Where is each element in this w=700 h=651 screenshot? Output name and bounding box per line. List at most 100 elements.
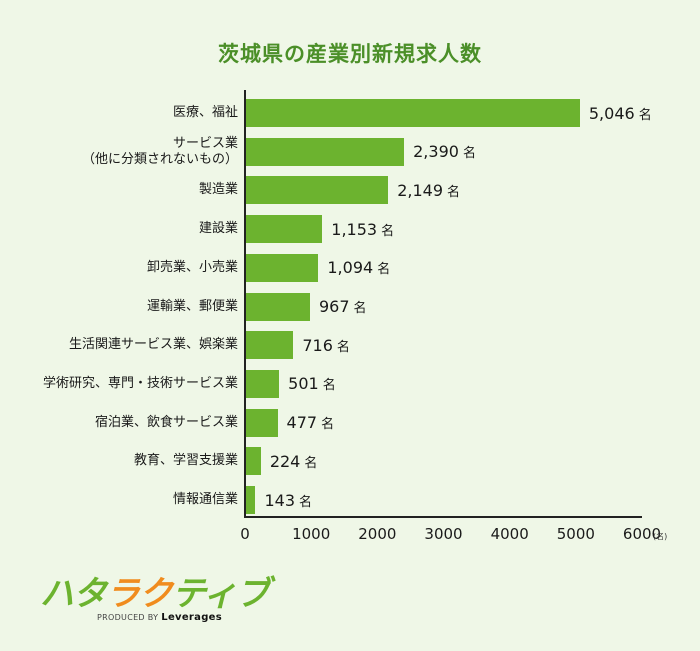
x-tick-label: 1000 (292, 525, 331, 543)
logo-char: ハ (40, 574, 74, 614)
value-label: 1,153 名 (331, 215, 394, 243)
category-label: 宿泊業、飲食サービス業 (95, 409, 238, 437)
bar (246, 176, 389, 205)
category-label: 医療、福祉 (173, 99, 238, 127)
category-label-line1: 建設業 (198, 221, 238, 237)
value-number: 2,390 (413, 142, 459, 162)
value-unit: 名 (321, 417, 335, 433)
value-number: 967 (318, 297, 350, 316)
bar (246, 486, 256, 514)
value-number: 5,046 (588, 103, 635, 123)
category-label: 教育、学習支援業 (134, 447, 238, 475)
value-unit: 名 (336, 339, 350, 355)
bar (246, 215, 323, 244)
logo-char: タ (73, 574, 107, 614)
category-label-line1: 卸売業、小売業 (146, 259, 238, 275)
category-label-line1: 医療、福祉 (172, 105, 238, 120)
produced-by-text: PRODUCED BY Leverages (97, 612, 222, 623)
bar (246, 369, 280, 398)
value-number: 477 (286, 413, 318, 433)
bar (246, 408, 278, 437)
logo-char: ラ (106, 574, 140, 614)
value-number: 501 (288, 374, 319, 394)
value-unit: 名 (638, 107, 652, 123)
bar-row: 情報通信業 143 名 (0, 486, 700, 514)
value-number: 716 (302, 335, 333, 355)
category-label-line1: 教育、学習支援業 (133, 453, 238, 469)
bar-row: サービス業 （他に分類されないもの） 2,390 名 (0, 135, 700, 167)
value-number: 1,094 (327, 258, 374, 278)
value-label: 143 名 (264, 486, 312, 514)
category-label-line1: 運輸業、郵便業 (146, 298, 238, 314)
x-tick-label: 3000 (424, 525, 463, 543)
value-label: 1,094 名 (327, 254, 390, 282)
x-tick-label: 0 (240, 525, 250, 543)
value-number: 2,149 (397, 180, 443, 200)
category-label: 製造業 (199, 176, 238, 204)
bar-row: 卸売業、小売業 1,094 名 (0, 253, 700, 282)
bar-row: 運輸業、郵便業 967 名 (0, 292, 700, 321)
leverages-brand: Leverages (161, 612, 223, 623)
x-tick-label: 6000 (622, 525, 662, 543)
category-label: サービス業 （他に分類されないもの） (81, 135, 238, 167)
value-unit: 名 (377, 262, 391, 278)
bar-row: 宿泊業、飲食サービス業 477 名 (0, 408, 700, 437)
category-label-line1: サービス業 (172, 135, 238, 151)
x-tick-label: 2000 (358, 525, 397, 543)
category-label-line1: 情報通信業 (172, 492, 238, 507)
value-label: 2,149 名 (397, 176, 460, 204)
logo-char: ク (139, 574, 173, 614)
y-axis-line (244, 90, 246, 518)
value-label: 477 名 (287, 409, 335, 437)
bar-row: 教育、学習支援業 224 名 (0, 447, 700, 476)
value-unit: 名 (353, 301, 367, 316)
bar (246, 253, 319, 282)
value-label: 501 名 (288, 370, 336, 398)
value-label: 224 名 (270, 447, 318, 475)
bar (246, 447, 261, 476)
x-tick-label: 4000 (490, 525, 529, 543)
bar (246, 292, 310, 321)
category-label: 卸売業、小売業 (147, 254, 238, 282)
logo-char: テ (172, 574, 204, 614)
bar-row: 生活関連サービス業、娯楽業 716 名 (0, 331, 700, 360)
category-label: 生活関連サービス業、娯楽業 (69, 331, 238, 359)
value-unit: 名 (304, 455, 318, 471)
category-label: 運輸業、郵便業 (147, 293, 238, 321)
x-tick-label: 5000 (556, 525, 595, 543)
category-label-line1: 宿泊業、飲食サービス業 (94, 414, 238, 430)
value-label: 967 名 (319, 293, 367, 321)
value-label: 2,390 名 (413, 138, 476, 166)
category-label-line1: 製造業 (198, 182, 238, 198)
category-label: 情報通信業 (173, 486, 238, 514)
bar-row: 学術研究、専門・技術サービス業 501 名 (0, 369, 700, 398)
logo-char: ィ (202, 574, 237, 614)
value-unit: 名 (381, 223, 395, 239)
value-label: 716 名 (302, 331, 350, 359)
value-number: 143 (264, 490, 295, 510)
category-label: 建設業 (199, 215, 238, 243)
hataractive-logo: ハタラクティブ (40, 574, 270, 614)
chart-title: 茨城県の産業別新規求人数 (218, 42, 482, 66)
x-axis-unit: (名) (653, 532, 668, 541)
x-axis-line (244, 516, 642, 518)
value-number: 1,153 (331, 219, 378, 239)
bar (246, 137, 405, 166)
bar-row: 製造業 2,149 名 (0, 176, 700, 205)
bar-row: 建設業 1,153 名 (0, 215, 700, 244)
category-label-line2: （他に分類されないもの） (81, 151, 238, 167)
produced-by-label: PRODUCED BY (97, 613, 159, 622)
value-number: 224 (269, 451, 301, 471)
value-label: 5,046 名 (589, 99, 652, 127)
logo-char: ブ (235, 574, 270, 614)
bar (246, 99, 580, 127)
value-unit: 名 (447, 184, 461, 200)
value-unit: 名 (462, 146, 476, 162)
bar (246, 331, 294, 360)
category-label-line1: 生活関連サービス業、娯楽業 (68, 337, 238, 353)
value-unit: 名 (322, 378, 336, 394)
category-label: 学術研究、専門・技術サービス業 (43, 370, 238, 398)
bar-row: 医療、福祉 5,046 名 (0, 99, 700, 127)
category-label-line1: 学術研究、専門・技術サービス業 (42, 375, 238, 391)
value-unit: 名 (299, 494, 313, 510)
